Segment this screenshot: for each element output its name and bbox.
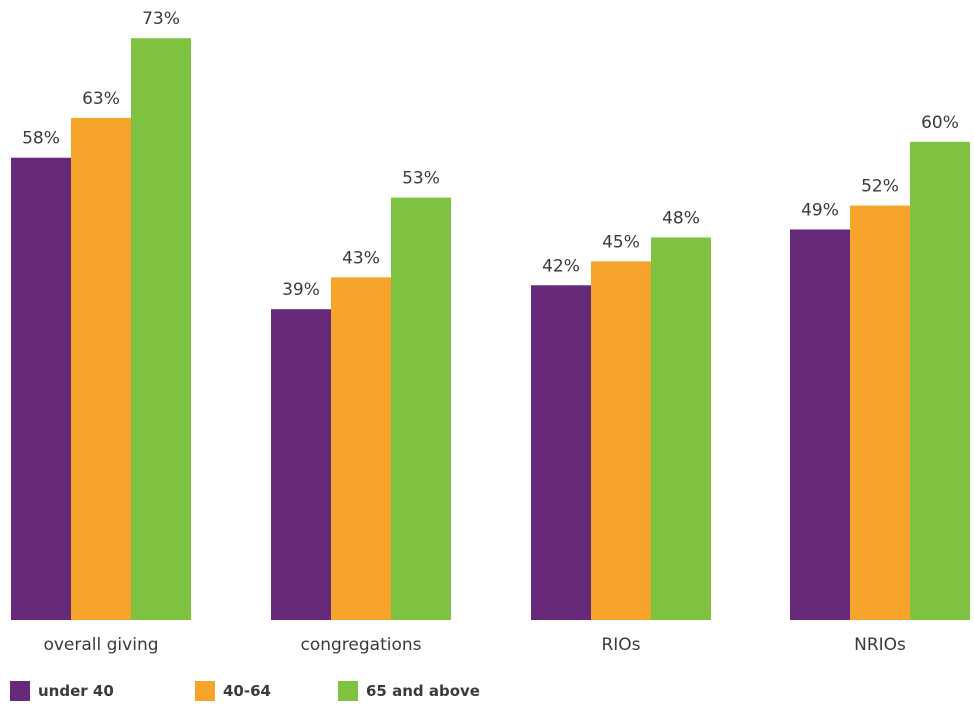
value-label-nrios-40-64: 52% bbox=[861, 177, 899, 197]
value-label-rios-65-and-above: 48% bbox=[662, 208, 700, 228]
legend-label-65-and-above: 65 and above bbox=[366, 682, 480, 700]
bar-nrios-under-40 bbox=[790, 229, 850, 620]
bar-rios-40-64 bbox=[591, 261, 651, 620]
bar-congregations-65-and-above bbox=[391, 197, 451, 620]
legend-swatch-65-and-above bbox=[338, 681, 358, 701]
bar-nrios-65-and-above bbox=[910, 141, 970, 621]
category-labels-group: overall giving congregations RIOs NRIOs bbox=[43, 635, 906, 655]
value-label-rios-40-64: 45% bbox=[602, 232, 640, 252]
value-label-nrios-65-and-above: 60% bbox=[921, 113, 959, 133]
bar-overall-giving-under-40 bbox=[11, 157, 71, 621]
legend: under 40 40-64 65 and above bbox=[10, 681, 610, 703]
bar-rios-65-and-above bbox=[651, 237, 711, 620]
value-label-overall-giving-under-40: 58% bbox=[22, 129, 60, 149]
bar-rios-under-40 bbox=[531, 285, 591, 620]
legend-label-under-40: under 40 bbox=[38, 682, 114, 700]
bar-overall-giving-40-64 bbox=[71, 117, 131, 620]
value-label-congregations-40-64: 43% bbox=[342, 248, 380, 268]
legend-swatch-under-40 bbox=[10, 681, 30, 701]
legend-item-40-64: 40-64 bbox=[195, 681, 271, 701]
bar-congregations-under-40 bbox=[271, 309, 331, 620]
value-label-congregations-65-and-above: 53% bbox=[402, 169, 440, 189]
category-label-congregations: congregations bbox=[300, 635, 421, 655]
legend-label-40-64: 40-64 bbox=[223, 682, 271, 700]
legend-item-65-and-above: 65 and above bbox=[338, 681, 480, 701]
bars-group bbox=[11, 38, 970, 621]
value-label-overall-giving-65-and-above: 73% bbox=[142, 9, 180, 29]
category-label-overall-giving: overall giving bbox=[43, 635, 158, 655]
value-label-rios-under-40: 42% bbox=[542, 256, 580, 276]
bar-nrios-40-64 bbox=[850, 205, 910, 620]
value-label-overall-giving-40-64: 63% bbox=[82, 89, 120, 109]
bar-overall-giving-65-and-above bbox=[131, 38, 191, 620]
value-labels-group: 58% 63% 73% 39% 43% 53% 42% 45% 48% 49% 52% 60% bbox=[22, 9, 959, 300]
category-label-rios: RIOs bbox=[601, 635, 640, 655]
bar-congregations-40-64 bbox=[331, 277, 391, 620]
value-label-nrios-under-40: 49% bbox=[801, 200, 839, 220]
legend-swatch-40-64 bbox=[195, 681, 215, 701]
legend-item-under-40: under 40 bbox=[10, 681, 114, 701]
value-label-congregations-under-40: 39% bbox=[282, 280, 320, 300]
category-label-nrios: NRIOs bbox=[854, 635, 906, 655]
